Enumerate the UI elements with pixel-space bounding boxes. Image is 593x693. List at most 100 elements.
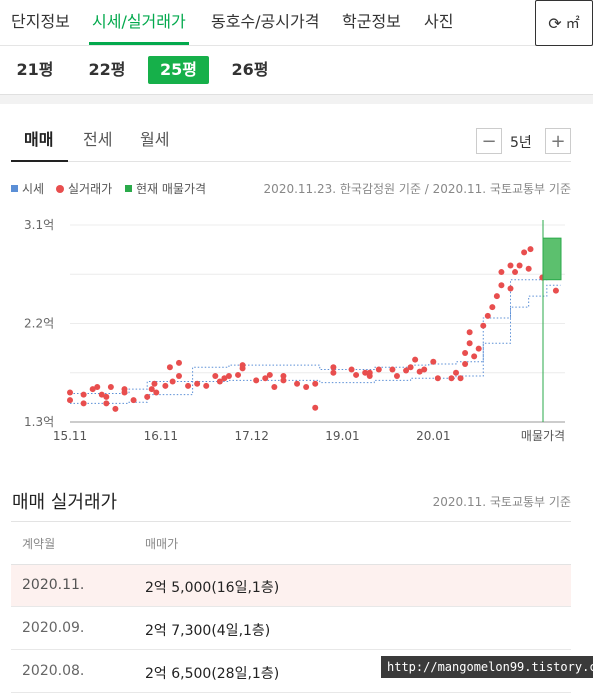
transaction-point: [221, 375, 228, 382]
x-tick-label: 16.11: [144, 429, 178, 443]
legend-label-transactions: 실거래가: [68, 182, 113, 196]
transaction-point: [366, 373, 373, 380]
transaction-point: [103, 393, 110, 400]
transaction-point: [203, 382, 210, 389]
transaction-point: [421, 366, 428, 373]
tabs-rule: [11, 161, 571, 162]
y-tick-label: 3.1억: [24, 218, 54, 232]
transaction-point: [434, 375, 441, 382]
legend-item-listing: 현재 매물가격: [125, 180, 206, 197]
transaction-point: [235, 371, 242, 378]
transaction-point: [521, 249, 528, 256]
tab-jeonse[interactable]: 전세: [83, 130, 113, 149]
transaction-point: [262, 375, 269, 382]
transaction-point: [466, 340, 473, 347]
transaction-point: [457, 375, 464, 382]
transaction-point: [375, 366, 382, 373]
tab-unit-official-price[interactable]: 동호수/공시가격: [211, 12, 320, 31]
row-month: 2020.09.: [22, 620, 85, 636]
transaction-point: [130, 397, 137, 404]
transaction-point: [151, 380, 158, 387]
transaction-point: [294, 380, 301, 387]
market-price-lower-line: [70, 284, 561, 404]
period-value: 5년: [510, 135, 532, 151]
transaction-point: [552, 287, 559, 294]
transaction-point: [303, 383, 310, 390]
transaction-point: [98, 391, 105, 398]
transaction-point: [312, 380, 319, 387]
tab-monthly-rent[interactable]: 월세: [140, 130, 170, 149]
period-increase-button[interactable]: +: [545, 128, 571, 154]
table-top-rule: [11, 521, 571, 522]
transaction-point: [266, 371, 273, 378]
legend-label-listing: 현재 매물가격: [136, 182, 207, 196]
refresh-icon: ⟳: [548, 13, 562, 33]
plus-icon: +: [550, 130, 566, 152]
y-tick-label: 2.2억: [24, 317, 54, 331]
transaction-point: [166, 364, 173, 371]
transaction-point: [280, 377, 287, 384]
tab-sale[interactable]: 매매: [24, 130, 54, 149]
listing-price-swatch: [125, 185, 132, 192]
header-price: 매매가: [145, 537, 179, 551]
transaction-point: [462, 360, 469, 367]
table-header-rule: [11, 564, 571, 565]
transaction-point: [148, 386, 155, 393]
x-tick-label: 19.01: [325, 429, 359, 443]
transaction-point: [462, 350, 469, 357]
market-price-swatch: [11, 185, 18, 192]
transaction-point: [516, 262, 523, 269]
transaction-point: [144, 393, 151, 400]
transaction-point: [103, 400, 110, 407]
transaction-points: [67, 246, 559, 412]
table-row[interactable]: 2020.09. 2억 7,300(4일,1층): [11, 608, 571, 650]
tab-price-transactions[interactable]: 시세/실거래가: [92, 12, 186, 31]
transaction-point: [112, 405, 119, 412]
transaction-point: [512, 269, 519, 276]
tab-school-info[interactable]: 학군정보: [342, 12, 401, 31]
transaction-point: [480, 322, 487, 329]
transaction-point: [393, 373, 400, 380]
transaction-point: [216, 378, 223, 385]
unit-label: ㎡: [565, 16, 580, 32]
transaction-point: [498, 269, 505, 276]
transaction-point: [253, 377, 260, 384]
row-price: 2억 6,500(28일,1층): [145, 666, 280, 682]
transaction-point: [225, 373, 232, 380]
transaction-point: [407, 364, 414, 371]
transaction-point: [175, 359, 182, 366]
period-decrease-button[interactable]: −: [476, 128, 502, 154]
row-month: 2020.11.: [22, 577, 85, 593]
transaction-point: [430, 358, 437, 365]
size-option-26[interactable]: 26평: [231, 60, 269, 79]
transaction-point: [212, 373, 219, 380]
transaction-point: [312, 404, 319, 411]
transaction-point: [239, 365, 246, 372]
row-month: 2020.08.: [22, 663, 85, 679]
active-tab-indicator: [89, 42, 189, 45]
unit-toggle-button[interactable]: ⟳ ㎡: [535, 0, 593, 46]
table-row[interactable]: 2020.11. 2억 5,000(16일,1층): [11, 565, 571, 607]
transaction-point: [169, 378, 176, 385]
size-option-25[interactable]: 25평: [148, 56, 209, 84]
size-option-22[interactable]: 22평: [88, 60, 126, 79]
transaction-point: [493, 293, 500, 300]
deal-type-tabs: 매매 전세 월세 − 5년 +: [0, 104, 593, 162]
price-chart[interactable]: 3.1억 2.2억 1.3억 15.11 16.11 17.12 19.01 20.01 매물…: [0, 210, 593, 450]
transaction-point: [271, 383, 278, 390]
legend-label-market: 시세: [22, 182, 45, 196]
x-tick-label: 15.11: [53, 429, 87, 443]
tab-photos[interactable]: 사진: [424, 12, 454, 31]
section-divider: [0, 94, 593, 104]
watermark: http://mangomelon99.tistory.com: [381, 656, 593, 678]
active-subtab-indicator: [11, 160, 68, 162]
transaction-point: [94, 383, 101, 390]
transaction-point: [80, 391, 87, 398]
transaction-point: [175, 373, 182, 380]
tab-complex-info[interactable]: 단지정보: [11, 12, 70, 31]
transactions-title: 매매 실거래가: [12, 492, 118, 513]
size-selector: 21평 22평 25평 26평: [0, 46, 593, 94]
chart-basis-note: 2020.11.23. 한국감정원 기준 / 2020.11. 국토교통부 기준: [263, 182, 571, 196]
size-option-21[interactable]: 21평: [16, 60, 54, 79]
market-price-upper-line: [70, 266, 561, 395]
